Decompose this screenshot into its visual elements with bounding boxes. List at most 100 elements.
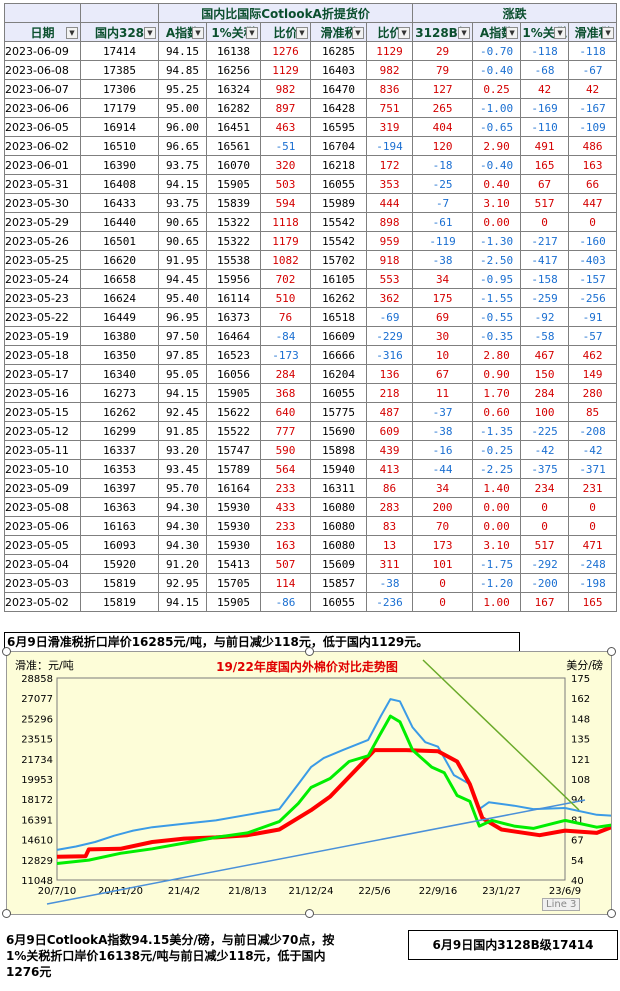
- table-cell[interactable]: 16390: [80, 155, 159, 175]
- table-cell[interactable]: 15905: [206, 383, 261, 403]
- table-cell[interactable]: 17385: [80, 60, 159, 80]
- table-cell[interactable]: -67: [568, 60, 618, 80]
- table-cell[interactable]: 30: [412, 326, 474, 346]
- table-cell[interactable]: 17414: [80, 41, 159, 61]
- table-cell[interactable]: 517: [520, 535, 570, 555]
- table-cell[interactable]: -316: [365, 345, 414, 365]
- table-cell[interactable]: 16620: [80, 250, 159, 270]
- table-cell[interactable]: -167: [568, 98, 618, 118]
- table-cell[interactable]: 959: [365, 231, 414, 251]
- table-cell[interactable]: 311: [365, 554, 414, 574]
- table-cell[interactable]: 15322: [206, 212, 261, 232]
- cell-date[interactable]: 2023-06-09: [4, 41, 81, 61]
- table-cell[interactable]: 16055: [310, 174, 367, 194]
- cell-date[interactable]: 2023-05-16: [4, 383, 81, 403]
- table-cell[interactable]: 898: [365, 212, 414, 232]
- table-cell[interactable]: 16080: [310, 535, 367, 555]
- table-cell[interactable]: -110: [520, 117, 570, 137]
- table-cell[interactable]: 94.30: [158, 535, 207, 555]
- table-cell[interactable]: 16470: [310, 79, 367, 99]
- cell-date[interactable]: 2023-05-15: [4, 402, 81, 422]
- table-cell[interactable]: 15930: [206, 535, 261, 555]
- cell-date[interactable]: 2023-05-03: [4, 573, 81, 593]
- table-cell[interactable]: 16561: [206, 136, 261, 156]
- filter-dropdown-icon[interactable]: ▼: [554, 27, 567, 39]
- table-cell[interactable]: 29: [412, 41, 474, 61]
- cell-date[interactable]: 2023-05-04: [4, 554, 81, 574]
- table-cell[interactable]: 165: [568, 592, 618, 612]
- table-cell[interactable]: -157: [568, 269, 618, 289]
- table-cell[interactable]: -173: [260, 345, 311, 365]
- table-cell[interactable]: 16114: [206, 288, 261, 308]
- table-cell[interactable]: 233: [260, 516, 311, 536]
- column-header[interactable]: A指数 ▼: [472, 22, 522, 42]
- table-cell[interactable]: 16397: [80, 478, 159, 498]
- table-cell[interactable]: 233: [260, 478, 311, 498]
- cell-date[interactable]: 2023-06-07: [4, 79, 81, 99]
- table-cell[interactable]: 640: [260, 402, 311, 422]
- cell-date[interactable]: 2023-05-24: [4, 269, 81, 289]
- table-cell[interactable]: -217: [520, 231, 570, 251]
- resize-handle-tr[interactable]: [607, 647, 616, 656]
- table-cell[interactable]: 16055: [310, 383, 367, 403]
- table-cell[interactable]: 97.50: [158, 326, 207, 346]
- table-cell[interactable]: -118: [568, 41, 618, 61]
- table-cell[interactable]: 94.30: [158, 516, 207, 536]
- table-cell[interactable]: 66: [568, 174, 618, 194]
- table-cell[interactable]: 777: [260, 421, 311, 441]
- table-cell[interactable]: 16501: [80, 231, 159, 251]
- table-cell[interactable]: -2.25: [472, 459, 522, 479]
- table-cell[interactable]: -118: [520, 41, 570, 61]
- table-cell[interactable]: -25: [412, 174, 474, 194]
- filter-dropdown-icon[interactable]: ▼: [66, 27, 78, 39]
- chart-area[interactable]: 19/22年度国内外棉价对比走势图 滑准：元/吨 美分/磅 11048 12829 146…: [6, 651, 620, 915]
- table-cell[interactable]: 284: [520, 383, 570, 403]
- table-cell[interactable]: -51: [260, 136, 311, 156]
- table-cell[interactable]: 16340: [80, 364, 159, 384]
- table-cell[interactable]: 0: [520, 497, 570, 517]
- table-cell[interactable]: -0.95: [472, 269, 522, 289]
- table-cell[interactable]: 16350: [80, 345, 159, 365]
- table-cell[interactable]: 16523: [206, 345, 261, 365]
- table-cell[interactable]: 280: [568, 383, 618, 403]
- table-cell[interactable]: 94.15: [158, 41, 207, 61]
- table-cell[interactable]: 100: [520, 402, 570, 422]
- table-cell[interactable]: 16403: [310, 60, 367, 80]
- table-cell[interactable]: 439: [365, 440, 414, 460]
- cell-date[interactable]: 2023-05-31: [4, 174, 81, 194]
- cell-date[interactable]: 2023-05-02: [4, 592, 81, 612]
- table-cell[interactable]: 16164: [206, 478, 261, 498]
- table-cell[interactable]: 15413: [206, 554, 261, 574]
- table-cell[interactable]: 16282: [206, 98, 261, 118]
- table-cell[interactable]: 96.65: [158, 136, 207, 156]
- table-cell[interactable]: 15522: [206, 421, 261, 441]
- table-cell[interactable]: -194: [365, 136, 414, 156]
- table-cell[interactable]: 16380: [80, 326, 159, 346]
- table-cell[interactable]: 15622: [206, 402, 261, 422]
- table-cell[interactable]: 15905: [206, 592, 261, 612]
- table-cell[interactable]: 95.70: [158, 478, 207, 498]
- table-cell[interactable]: 0.40: [472, 174, 522, 194]
- filter-dropdown-icon[interactable]: ▼: [602, 27, 615, 39]
- table-cell[interactable]: 1129: [260, 60, 311, 80]
- table-cell[interactable]: 447: [568, 193, 618, 213]
- cell-date[interactable]: 2023-06-01: [4, 155, 81, 175]
- filter-dropdown-icon[interactable]: ▼: [192, 27, 204, 39]
- table-cell[interactable]: 15920: [80, 554, 159, 574]
- table-cell[interactable]: 368: [260, 383, 311, 403]
- table-cell[interactable]: 17179: [80, 98, 159, 118]
- table-cell[interactable]: -375: [520, 459, 570, 479]
- table-cell[interactable]: 172: [365, 155, 414, 175]
- table-cell[interactable]: 231: [568, 478, 618, 498]
- table-cell[interactable]: 16595: [310, 117, 367, 137]
- table-cell[interactable]: 91.85: [158, 421, 207, 441]
- table-cell[interactable]: 16609: [310, 326, 367, 346]
- table-cell[interactable]: 3.10: [472, 193, 522, 213]
- table-cell[interactable]: -42: [520, 440, 570, 460]
- table-cell[interactable]: 609: [365, 421, 414, 441]
- table-cell[interactable]: 86: [365, 478, 414, 498]
- table-cell[interactable]: 15989: [310, 193, 367, 213]
- cell-date[interactable]: 2023-05-10: [4, 459, 81, 479]
- table-cell[interactable]: 1118: [260, 212, 311, 232]
- table-cell[interactable]: 15956: [206, 269, 261, 289]
